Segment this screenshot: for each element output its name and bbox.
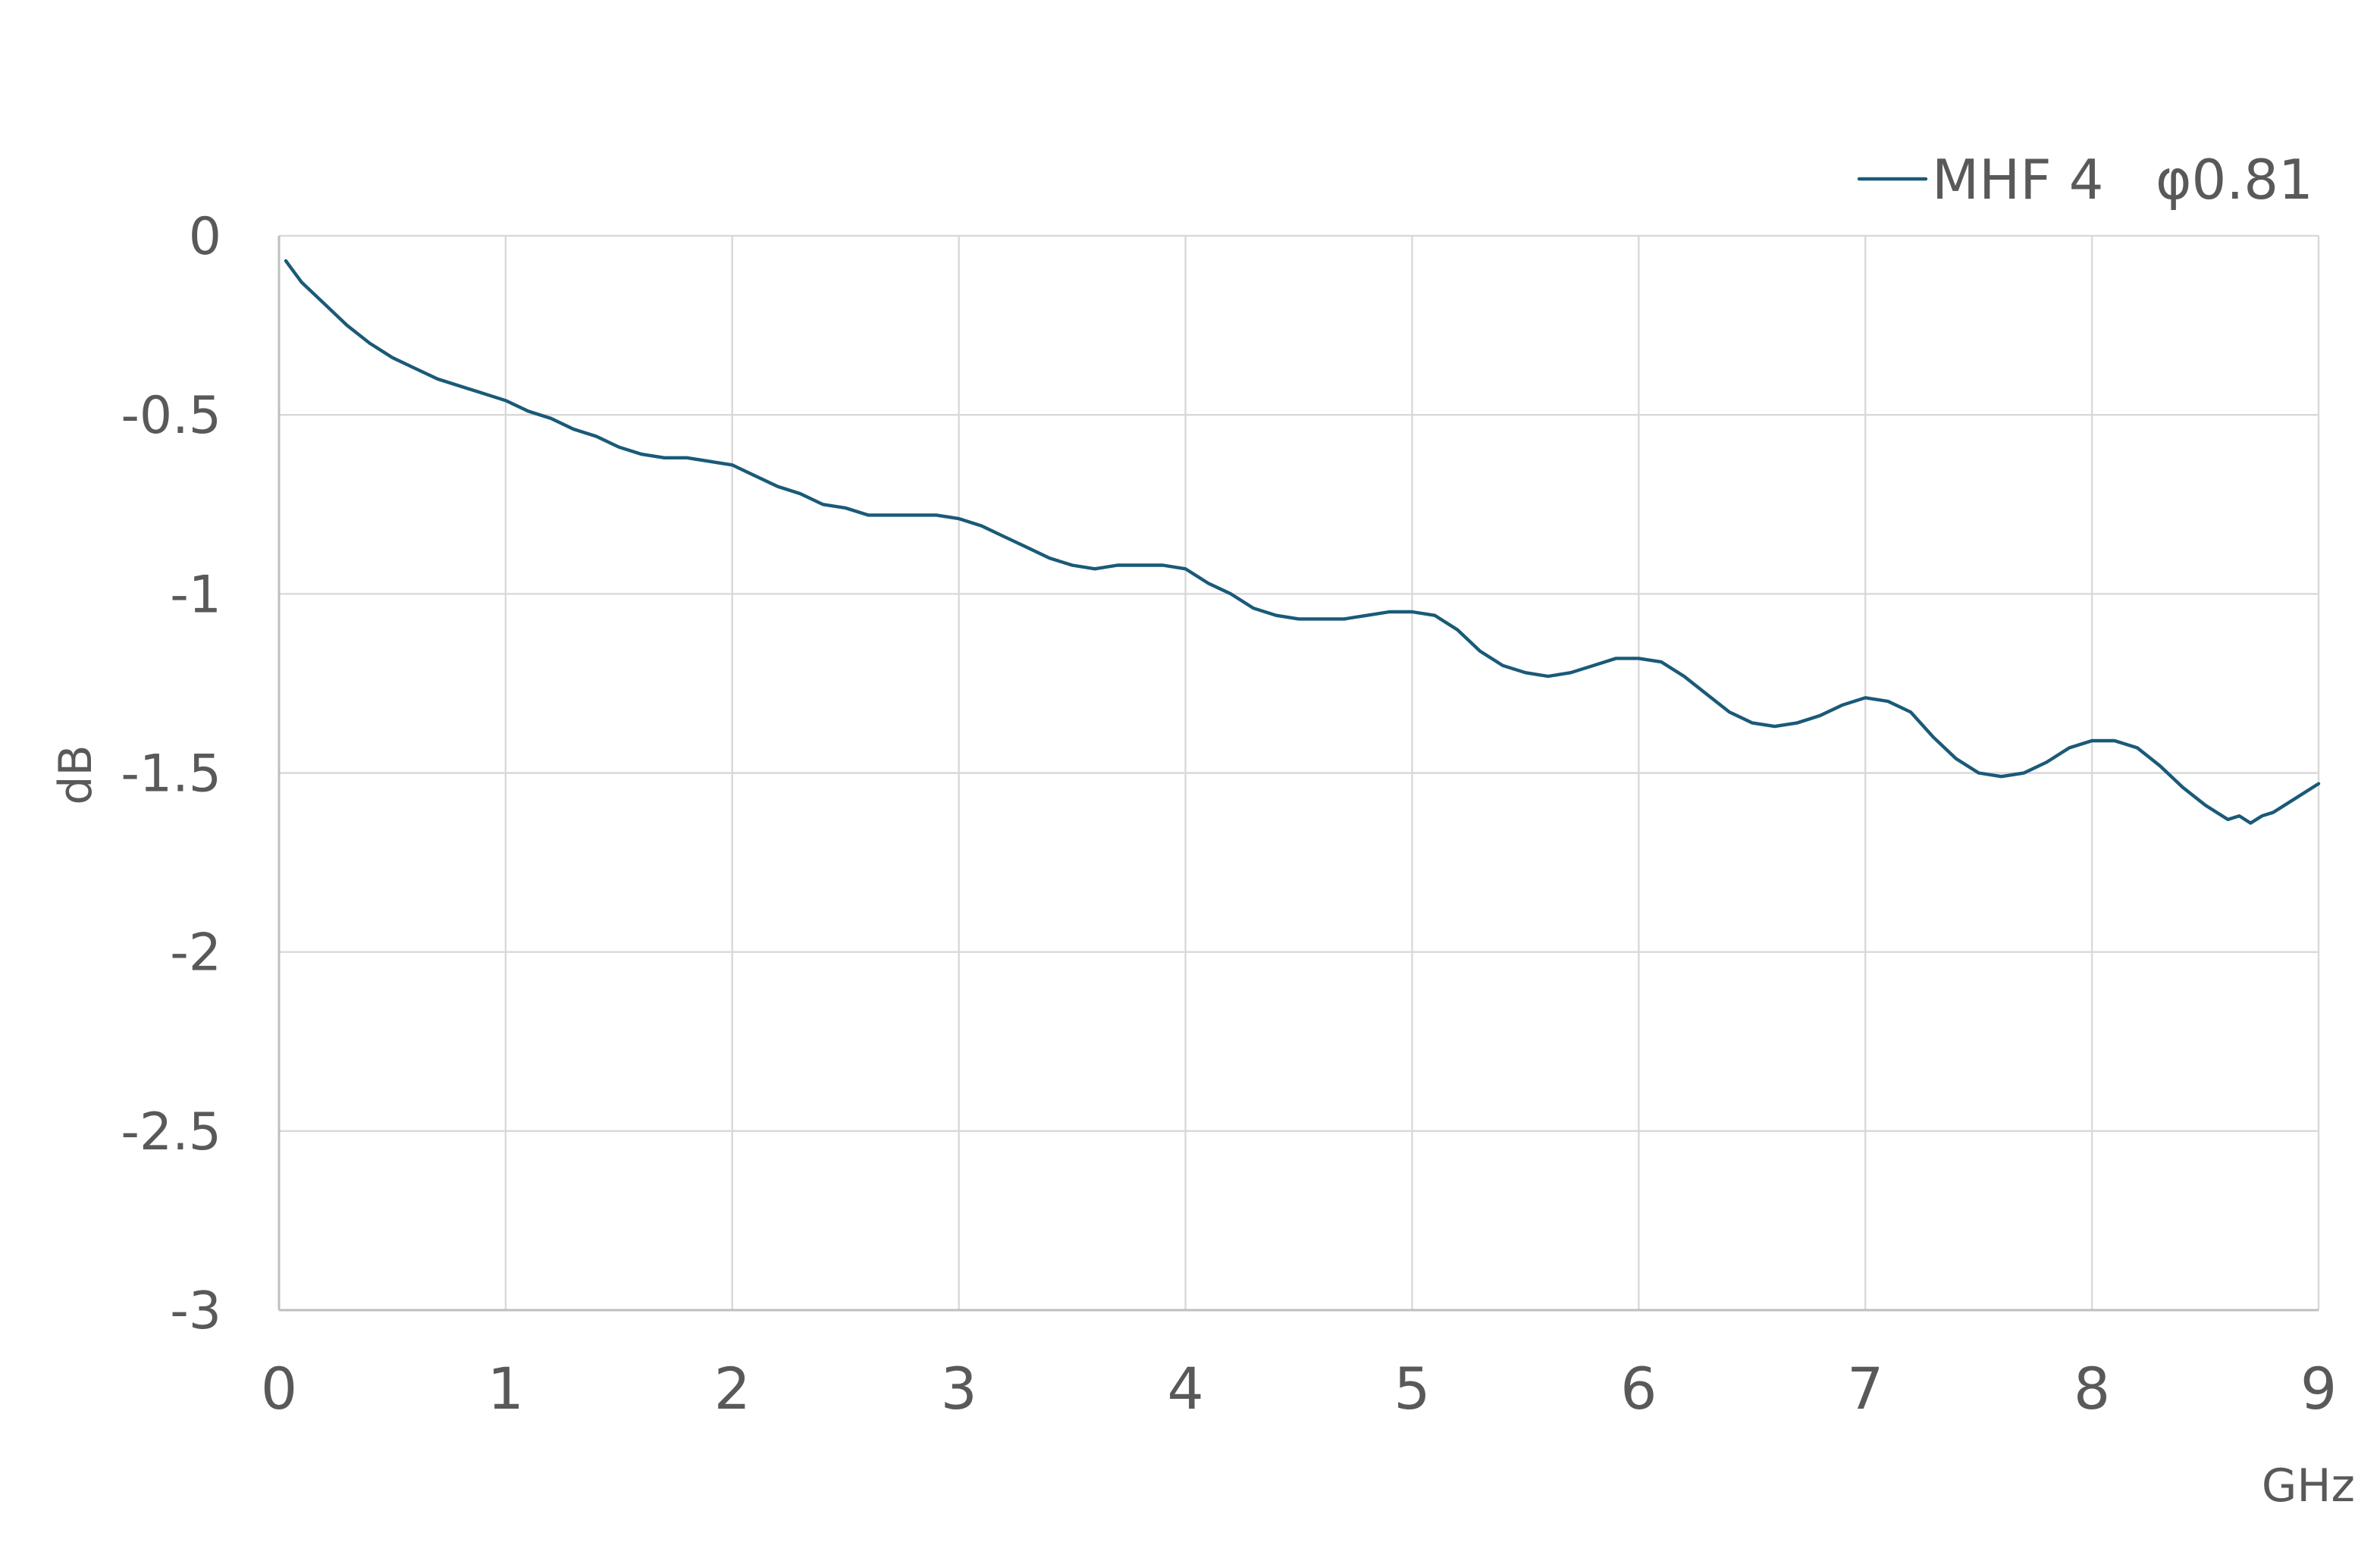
x-tick-label: 6 xyxy=(1620,1355,1657,1422)
y-tick-label: -2 xyxy=(170,923,221,983)
grid xyxy=(278,234,2320,1312)
x-tick-label: 5 xyxy=(1394,1355,1430,1422)
y-tick-label: -0.5 xyxy=(121,386,221,446)
y-tick-label: -2.5 xyxy=(121,1102,221,1162)
axes xyxy=(278,236,2319,1312)
y-tick-label: -1.5 xyxy=(121,745,221,804)
x-axis-title: GHz xyxy=(2262,1459,2355,1513)
x-tick-label: 4 xyxy=(1167,1355,1203,1422)
x-tick-label: 9 xyxy=(2300,1355,2337,1422)
x-tick-label: 0 xyxy=(261,1355,297,1422)
x-tick-label: 2 xyxy=(714,1355,751,1422)
tick-labels: 0 -0.5 -1 -1.5 -2 -2.5 -3 0 1 2 3 4 5 6 7 8 9 xyxy=(121,207,2337,1422)
x-tick-label: 7 xyxy=(1847,1355,1883,1422)
y-tick-label: 0 xyxy=(189,207,221,267)
y-tick-label: -3 xyxy=(170,1281,221,1341)
legend-label: MHF 4 φ0.81 xyxy=(1932,148,2313,212)
series-line xyxy=(284,259,2321,825)
y-axis-title: dB xyxy=(49,745,102,804)
legend: MHF 4 φ0.81 xyxy=(1857,148,2313,212)
y-tick-label: -1 xyxy=(170,565,221,625)
series-layer xyxy=(284,259,2321,825)
x-tick-label: 8 xyxy=(2074,1355,2110,1422)
x-tick-label: 3 xyxy=(940,1355,977,1422)
x-tick-label: 1 xyxy=(488,1355,524,1422)
